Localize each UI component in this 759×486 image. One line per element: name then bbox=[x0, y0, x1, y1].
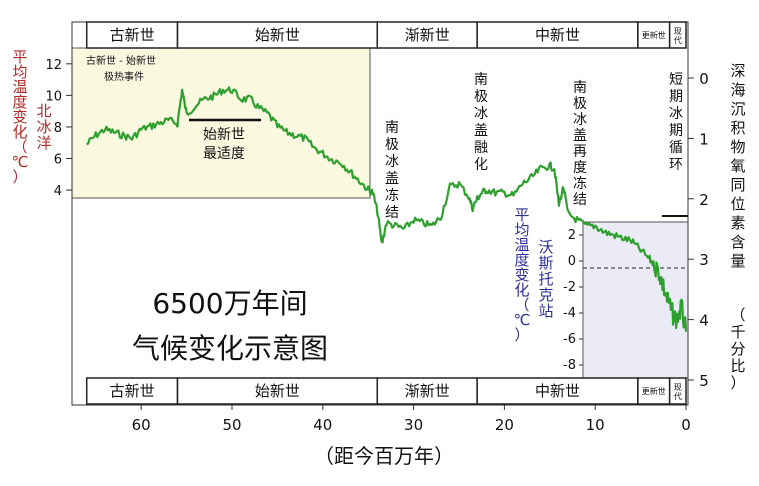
x-tick-label-4: 20 bbox=[495, 416, 514, 434]
annotation-refreeze: 南极冰盖再度冻结 bbox=[573, 80, 587, 208]
x-axis-label: （距今百万年） bbox=[314, 444, 454, 468]
x-tick-label-2: 40 bbox=[313, 416, 332, 434]
right-axis-label: 深海沉积物氧同位素含量 bbox=[730, 62, 745, 270]
right-tick-label-4: 4 bbox=[699, 312, 709, 330]
arctic-inset-background bbox=[71, 47, 371, 199]
vostok-location-label: 沃斯托克站 bbox=[538, 238, 553, 320]
right-tick-label-1: 1 bbox=[699, 130, 709, 148]
epoch-cell-top-5 bbox=[668, 21, 687, 49]
arctic-tick-label-3: 6 bbox=[54, 153, 62, 168]
epoch-cell-bottom-4 bbox=[637, 377, 671, 405]
chart-title-line1: 6500万年间 bbox=[152, 287, 307, 320]
right-axis-unit: （千分比） bbox=[730, 306, 745, 392]
x-tick-label-6: 0 bbox=[681, 416, 691, 434]
epoch-label-top-2: 渐新世 bbox=[405, 26, 450, 44]
epoch-label-top-3: 中新世 bbox=[535, 26, 580, 44]
annotation-freeze: 南极冰盖冻结 bbox=[385, 120, 399, 221]
epoch-cell-top-2 bbox=[376, 21, 478, 49]
epoch-label-bottom-2: 渐新世 bbox=[405, 382, 450, 400]
vostok-tick-label-5: -8 bbox=[563, 358, 576, 373]
epoch-label-top-1: 始新世 bbox=[255, 26, 300, 44]
annotation-optimum-line1: 始新世 bbox=[203, 127, 245, 143]
arctic-tick-label-2: 8 bbox=[54, 121, 62, 136]
vostok-tick-label-2: -2 bbox=[563, 280, 576, 295]
chart-title-line2: 气候变化示意图 bbox=[132, 332, 328, 365]
vostok-axis-label: 平均温度变化（℃） bbox=[514, 206, 531, 344]
epoch-bar-top: 古新世 始新世 渐新世 中新世 更新世 现代 bbox=[85, 21, 687, 49]
annotation-glacial-cycles: 短期冰期循环 bbox=[669, 72, 683, 173]
epoch-label-top-4: 更新世 bbox=[642, 30, 666, 40]
x-tick-label-3: 30 bbox=[404, 416, 423, 434]
vostok-tick-label-0: 2 bbox=[568, 228, 576, 243]
right-tick-label-0: 0 bbox=[699, 70, 709, 88]
arctic-tick-label-0: 12 bbox=[45, 58, 62, 73]
epoch-label-bottom-1: 始新世 bbox=[255, 382, 300, 400]
right-axis: 0 1 2 3 4 5 bbox=[688, 70, 709, 390]
right-tick-label-2: 2 bbox=[699, 191, 709, 209]
vostok-tick-label-3: -4 bbox=[563, 306, 576, 321]
epoch-label-bottom-3: 中新世 bbox=[535, 382, 580, 400]
epoch-cell-bottom-3 bbox=[476, 377, 639, 405]
epoch-cell-top-0 bbox=[85, 21, 179, 49]
arctic-axis: 12 10 8 6 4 bbox=[45, 58, 72, 199]
x-tick-label-5: 10 bbox=[586, 416, 605, 434]
annotation-melt: 南极冰盖融化 bbox=[474, 72, 488, 173]
epoch-cell-bottom-2 bbox=[376, 377, 478, 405]
arctic-tick-label-1: 10 bbox=[45, 89, 62, 104]
right-tick-label-5: 5 bbox=[699, 372, 709, 390]
epoch-cell-top-3 bbox=[476, 21, 639, 49]
arctic-tick-label-4: 4 bbox=[54, 184, 62, 199]
annotation-petm-line2: 极热事件 bbox=[104, 70, 144, 83]
x-axis: 60 50 40 30 20 10 0 bbox=[132, 405, 691, 434]
right-tick-label-3: 3 bbox=[699, 251, 709, 269]
vostok-axis: 2 0 -2 -4 -6 -8 bbox=[563, 228, 583, 373]
arctic-axis-label: 平均温度变化（℃） bbox=[12, 48, 29, 186]
epoch-label-top-5: 现代 bbox=[674, 27, 682, 45]
vostok-inset-background bbox=[582, 221, 689, 379]
epoch-cell-bottom-5 bbox=[668, 377, 687, 405]
x-tick-label-0: 60 bbox=[132, 416, 151, 434]
epoch-label-bottom-0: 古新世 bbox=[110, 382, 155, 400]
epoch-label-top-0: 古新世 bbox=[110, 26, 155, 44]
annotation-optimum-line2: 最适度 bbox=[203, 146, 245, 162]
vostok-tick-label-4: -6 bbox=[563, 332, 576, 347]
epoch-label-bottom-5: 现代 bbox=[674, 383, 682, 401]
x-tick-label-1: 50 bbox=[222, 416, 241, 434]
epoch-label-bottom-4: 更新世 bbox=[642, 386, 666, 396]
arctic-location-label: 北冰洋 bbox=[36, 102, 51, 152]
annotation-petm-line1: 古新世 - 始新世 bbox=[86, 54, 156, 67]
epoch-bar-bottom: 古新世 始新世 渐新世 中新世 更新世 现代 bbox=[85, 377, 687, 405]
series-line bbox=[86, 86, 688, 332]
vostok-tick-label-1: 0 bbox=[568, 254, 576, 269]
